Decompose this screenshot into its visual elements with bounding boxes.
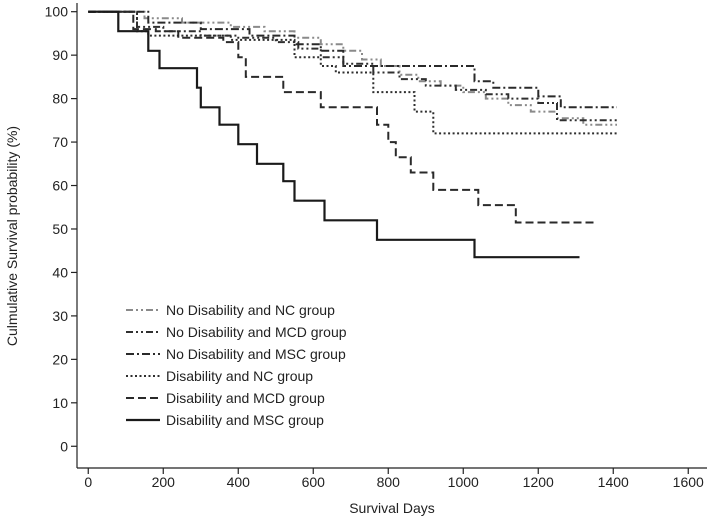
series-line (88, 10, 580, 259)
y-tick-label: 20 (52, 351, 68, 367)
legend-label: Disability and MCD group (166, 390, 325, 406)
y-tick-label: 80 (52, 91, 68, 107)
y-tick-label: 10 (52, 395, 68, 411)
x-tick-label: 800 (377, 474, 401, 490)
y-tick-label: 100 (45, 4, 69, 20)
x-tick-label: 200 (152, 474, 176, 490)
x-tick-label: 1600 (673, 474, 704, 490)
series-line (88, 10, 617, 122)
legend-label: Disability and MSC group (166, 412, 324, 428)
x-tick-label: 0 (84, 474, 92, 490)
series-line (88, 10, 595, 224)
legend-label: No Disability and MCD group (166, 324, 347, 340)
y-tick-label: 40 (52, 264, 68, 280)
y-tick-label: 0 (60, 438, 68, 454)
axes: 0 200 400 600 800 1000 1200 1400 1600 0 10 20 30 40 50… (45, 3, 707, 490)
series-line (88, 10, 617, 109)
x-tick-label: 1400 (598, 474, 629, 490)
legend: No Disability and NC group No Disability … (126, 302, 347, 428)
y-tick-label: 50 (52, 221, 68, 237)
legend-label: Disability and NC group (166, 368, 313, 384)
x-tick-label: 400 (227, 474, 251, 490)
x-tick-label: 1000 (448, 474, 479, 490)
y-tick-label: 30 (52, 308, 68, 324)
y-tick-label: 90 (52, 47, 68, 63)
series-layer (88, 10, 617, 259)
legend-label: No Disability and NC group (166, 302, 335, 318)
x-tick-label: 600 (302, 474, 326, 490)
x-tick-label: 1200 (523, 474, 554, 490)
x-axis-title: Survival Days (349, 500, 435, 516)
series-line (88, 10, 617, 135)
y-tick-label: 60 (52, 178, 68, 194)
legend-label: No Disability and MSC group (166, 346, 346, 362)
y-tick-label: 70 (52, 134, 68, 150)
y-axis-title: Culmulative Survival probability (%) (4, 126, 20, 346)
